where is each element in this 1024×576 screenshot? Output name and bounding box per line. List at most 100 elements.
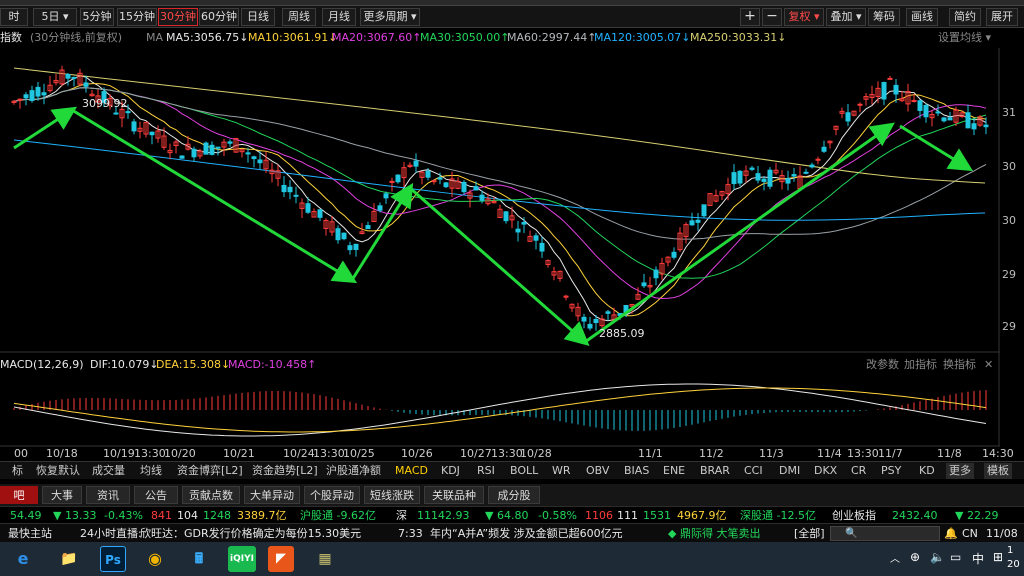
volume-icon[interactable]: 🔈 — [930, 550, 945, 564]
tab-obv[interactable]: OBV — [586, 464, 610, 477]
adjust-dropdown[interactable]: 复权 ▾ — [784, 8, 824, 26]
tab-bias[interactable]: BIAS — [624, 464, 650, 477]
tab-contribution[interactable]: 贡献点数 — [182, 486, 240, 504]
tab-cci[interactable]: CCI — [744, 464, 763, 477]
candle-body — [911, 99, 917, 103]
tab-dkx[interactable]: DKX — [814, 464, 838, 477]
windows-taskbar: e 📁 Ps ◉ 🖩 iQIYI ◤ ▦ ︿ ⊕ 🔈 ▭ 中 ⊞ 1 20 — [0, 542, 1024, 576]
tab-fund-game[interactable]: 资金博弈[L2] — [177, 464, 243, 477]
news-headline-1[interactable]: 欣旺达：GDR发行价格确定为每份15.30美元 — [140, 527, 362, 540]
add-indicator-button[interactable]: 加指标 — [904, 358, 937, 371]
ticker-flat-count: 104 — [177, 509, 198, 522]
kline-chart[interactable]: 3099.92 2885.09 31 30 30 29 29 — [0, 0, 1024, 447]
ticker-gem-change: ▼ 22.29 — [955, 509, 999, 522]
tab-short-term[interactable]: 短线涨跌 — [364, 486, 420, 504]
tab-psy[interactable]: PSY — [881, 464, 902, 477]
period-15min-button[interactable]: 15分钟 — [117, 8, 157, 26]
candle-body — [851, 110, 857, 116]
tab-more[interactable]: 更多 — [946, 463, 974, 479]
tab-reset-default[interactable]: 恢复默认 — [36, 464, 80, 477]
tab-macd[interactable]: MACD — [395, 464, 428, 477]
draw-line-button[interactable]: 画线 — [906, 8, 938, 26]
tab-related[interactable]: 关联品种 — [424, 486, 484, 504]
ticker-value: 54.49 — [10, 509, 42, 522]
calculator-icon[interactable]: 🖩 — [194, 551, 204, 567]
chips-button[interactable]: 筹码 — [868, 8, 900, 26]
candle-body — [155, 130, 161, 139]
tab-ma[interactable]: 均线 — [140, 464, 162, 477]
app-icon[interactable]: ▦ — [318, 551, 332, 567]
tab-events[interactable]: 大事 — [42, 486, 82, 504]
tab-wr[interactable]: WR — [552, 464, 571, 477]
tab-announcements[interactable]: 公告 — [134, 486, 178, 504]
ticker-sz-flat: 111 — [617, 509, 638, 522]
candle-body — [383, 193, 389, 199]
close-icon[interactable]: ✕ — [984, 358, 994, 371]
news-headline-2[interactable]: 年内“A并A”频发 涉及金额已超600亿元 — [430, 527, 623, 540]
tab-forum[interactable]: 吧 — [0, 486, 38, 504]
ticker-up-count: 841 — [151, 509, 172, 522]
tab-boll[interactable]: BOLL — [510, 464, 539, 477]
chevron-up-icon[interactable]: ︿ — [890, 554, 900, 565]
expand-button[interactable]: 展开 — [986, 8, 1018, 26]
news-all-link[interactable]: [全部] — [794, 527, 825, 540]
notification-icon[interactable]: 🔔 — [944, 527, 958, 540]
stock-app-icon[interactable]: ◤ — [268, 546, 294, 572]
iqiyi-icon[interactable]: iQIYI — [228, 546, 256, 572]
ticker-sz-up: 1106 — [585, 509, 613, 522]
tab-volume[interactable]: 成交量 — [92, 464, 125, 477]
trade-alert[interactable]: ◆ 鼎际得 大笔卖出 — [668, 527, 761, 540]
tab-ene[interactable]: ENE — [663, 464, 686, 477]
period-60min-button[interactable]: 60分钟 — [199, 8, 239, 26]
period-more-dropdown[interactable]: 更多周期 ▾ — [360, 8, 420, 26]
tray-app-icon[interactable]: ⊕ — [910, 550, 921, 564]
tab-big-orders[interactable]: 大单异动 — [244, 486, 300, 504]
zoom-out-button[interactable]: − — [762, 8, 782, 26]
zoom-in-button[interactable]: + — [740, 8, 760, 26]
tab-indicator[interactable]: 标 — [12, 464, 23, 477]
simple-mode-button[interactable]: 简约 — [949, 8, 981, 26]
main-site-link[interactable]: 最快主站 — [8, 527, 52, 540]
ma-settings-dropdown[interactable]: 设置均线 ▾ — [938, 31, 992, 44]
tab-constituents[interactable]: 成分股 — [488, 486, 540, 504]
candle-body — [677, 232, 683, 251]
tab-template[interactable]: 模板 — [984, 463, 1012, 479]
time-axis: 00 10/18 10/19 13:30 10/20 10/21 10/24 1… — [0, 447, 1024, 461]
network-icon[interactable]: ▭ — [950, 550, 962, 564]
tab-kdj[interactable]: KDJ — [441, 464, 460, 477]
tab-stock-moves[interactable]: 个股异动 — [304, 486, 360, 504]
period-5day-button[interactable]: 5日 ▾ — [33, 8, 77, 26]
ime-mode-icon[interactable]: ⊞ — [993, 550, 1004, 564]
period-30min-button[interactable]: 30分钟 — [158, 8, 198, 26]
candle-body — [551, 271, 557, 276]
tab-brar[interactable]: BRAR — [700, 464, 730, 477]
tab-dmi[interactable]: DMI — [779, 464, 801, 477]
candle-body — [263, 159, 269, 170]
ime-indicator[interactable]: 中 — [972, 552, 985, 566]
macd-legend: MACD(12,26,9) DIF:10.079↓ DEA:15.308↓ MA… — [0, 357, 1024, 373]
period-weekly-button[interactable]: 周线 — [282, 8, 316, 26]
candle-body — [89, 93, 95, 97]
swap-indicator-button[interactable]: 换指标 — [943, 358, 976, 371]
period-monthly-button[interactable]: 月线 — [322, 8, 356, 26]
tab-news[interactable]: 资讯 — [86, 486, 130, 504]
period-daily-button[interactable]: 日线 — [241, 8, 275, 26]
tab-rsi[interactable]: RSI — [477, 464, 495, 477]
overlay-dropdown[interactable]: 叠加 ▾ — [826, 8, 866, 26]
tab-fund-trend[interactable]: 资金趋势[L2] — [252, 464, 318, 477]
edge-icon[interactable]: e — [17, 549, 29, 568]
time-tick: 10/19 — [103, 447, 135, 460]
period-5min-button[interactable]: 5分钟 — [80, 8, 114, 26]
photoshop-icon[interactable]: Ps — [100, 546, 126, 572]
candle-body — [731, 172, 737, 185]
chrome-icon[interactable]: ◉ — [148, 549, 162, 568]
file-explorer-icon[interactable]: 📁 — [60, 551, 78, 567]
tab-cr[interactable]: CR — [851, 464, 867, 477]
period-time-button[interactable]: 时 — [0, 8, 28, 26]
tab-hk-connect[interactable]: 沪股通净额 — [326, 464, 381, 477]
candle-body — [257, 159, 263, 164]
search-input[interactable]: 🔍 — [830, 526, 940, 541]
tab-kd[interactable]: KD — [919, 464, 935, 477]
change-params-button[interactable]: 改参数 — [866, 358, 899, 371]
chart-grid — [0, 48, 1000, 447]
